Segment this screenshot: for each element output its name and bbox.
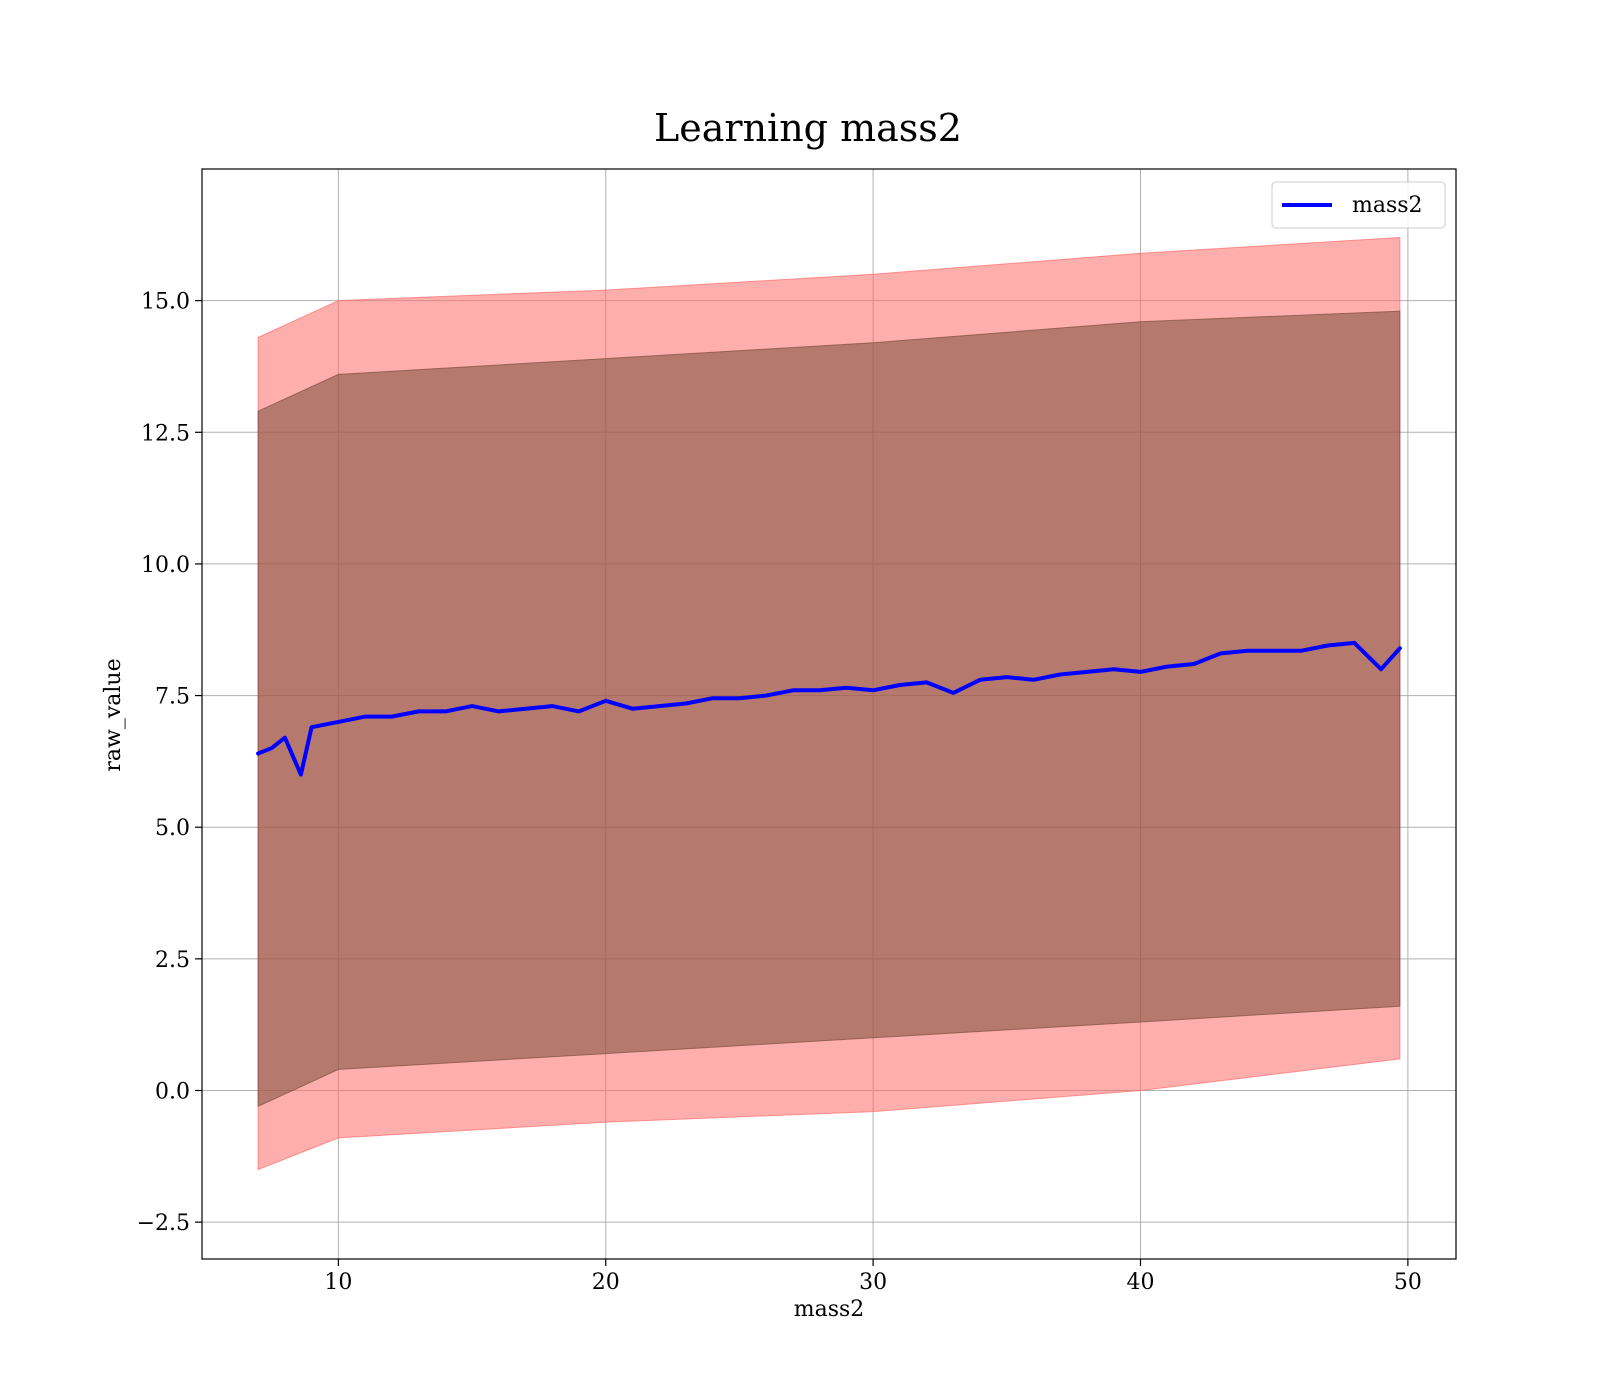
plot-area xyxy=(202,169,1456,1259)
series-line-mass2 xyxy=(256,640,1402,777)
y-axis-ticks: −2.5 0.0 2.5 5.0 7.5 10.0 12.5 15.0 xyxy=(137,290,202,1236)
uncertainty-band-1 xyxy=(257,310,1401,1108)
x-tick-label-4: 50 xyxy=(1394,1270,1422,1295)
x-tick-label-2: 30 xyxy=(859,1270,887,1295)
y-tick-label-0: −2.5 xyxy=(137,1211,190,1236)
legend-label-mass2: mass2 xyxy=(1352,193,1423,218)
plot-frame xyxy=(201,168,1457,1260)
chart-title: Learning mass2 xyxy=(654,106,962,150)
x-tick-label-1: 20 xyxy=(592,1270,620,1295)
y-axis-label: raw_value xyxy=(101,658,126,771)
x-axis-ticks: 10 20 30 40 50 xyxy=(324,1259,1422,1295)
x-tick-label-3: 40 xyxy=(1126,1270,1154,1295)
x-axis-label: mass2 xyxy=(794,1297,865,1322)
y-tick-label-2: 2.5 xyxy=(155,948,190,973)
y-tick-label-3: 5.0 xyxy=(155,816,190,841)
legend-box xyxy=(1271,181,1446,229)
legend: mass2 xyxy=(1271,181,1446,229)
y-tick-label-1: 0.0 xyxy=(155,1079,190,1104)
y-tick-label-7: 15.0 xyxy=(141,290,190,315)
y-tick-label-6: 12.5 xyxy=(141,421,190,446)
y-tick-label-4: 7.5 xyxy=(155,685,190,710)
y-tick-label-5: 10.0 xyxy=(141,553,190,578)
x-tick-label-0: 10 xyxy=(324,1270,352,1295)
